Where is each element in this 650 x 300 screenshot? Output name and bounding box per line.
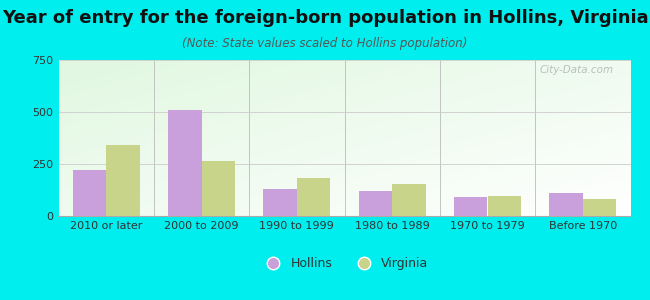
Bar (583, 200, 616, 216)
Bar (202, 161, 235, 216)
Bar (168, 110, 202, 216)
Bar (106, 145, 140, 216)
Bar (549, 193, 583, 216)
Text: (Note: State values scaled to Hollins population): (Note: State values scaled to Hollins po… (182, 38, 468, 50)
Legend: Hollins, Virginia: Hollins, Virginia (255, 252, 434, 275)
Text: Year of entry for the foreign-born population in Hollins, Virginia: Year of entry for the foreign-born popul… (2, 9, 648, 27)
Bar (73, 170, 106, 216)
Bar (488, 196, 521, 216)
Bar (263, 189, 297, 216)
Bar (392, 184, 426, 216)
Bar (454, 197, 488, 216)
Text: City-Data.com: City-Data.com (540, 65, 614, 75)
Bar (359, 191, 392, 216)
Bar (297, 178, 330, 216)
